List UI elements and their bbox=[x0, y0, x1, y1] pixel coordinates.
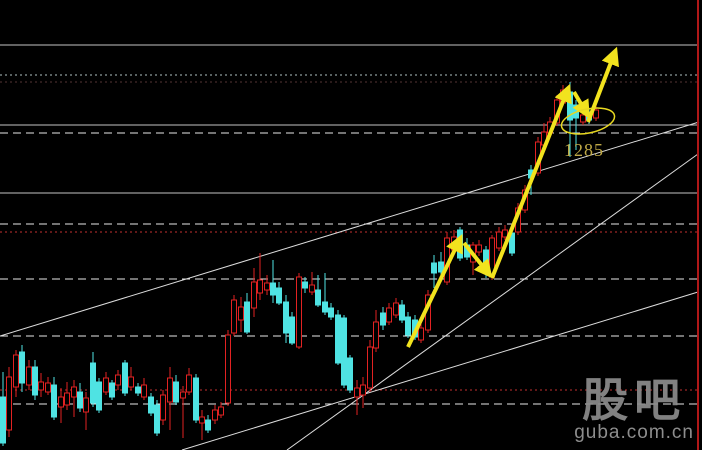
highlight-ellipse bbox=[560, 107, 616, 135]
price-annotation-1285: 1285 bbox=[564, 140, 604, 160]
price-level-lines bbox=[0, 44, 697, 405]
candles-layer bbox=[0, 82, 599, 446]
watermark-url: guba.com.cn bbox=[574, 422, 694, 443]
trend-lines bbox=[0, 121, 700, 450]
projection-arrows bbox=[406, 46, 619, 348]
watermark-logo: 股吧 bbox=[582, 374, 687, 426]
watermark: 股吧 guba.com.cn bbox=[574, 374, 694, 444]
